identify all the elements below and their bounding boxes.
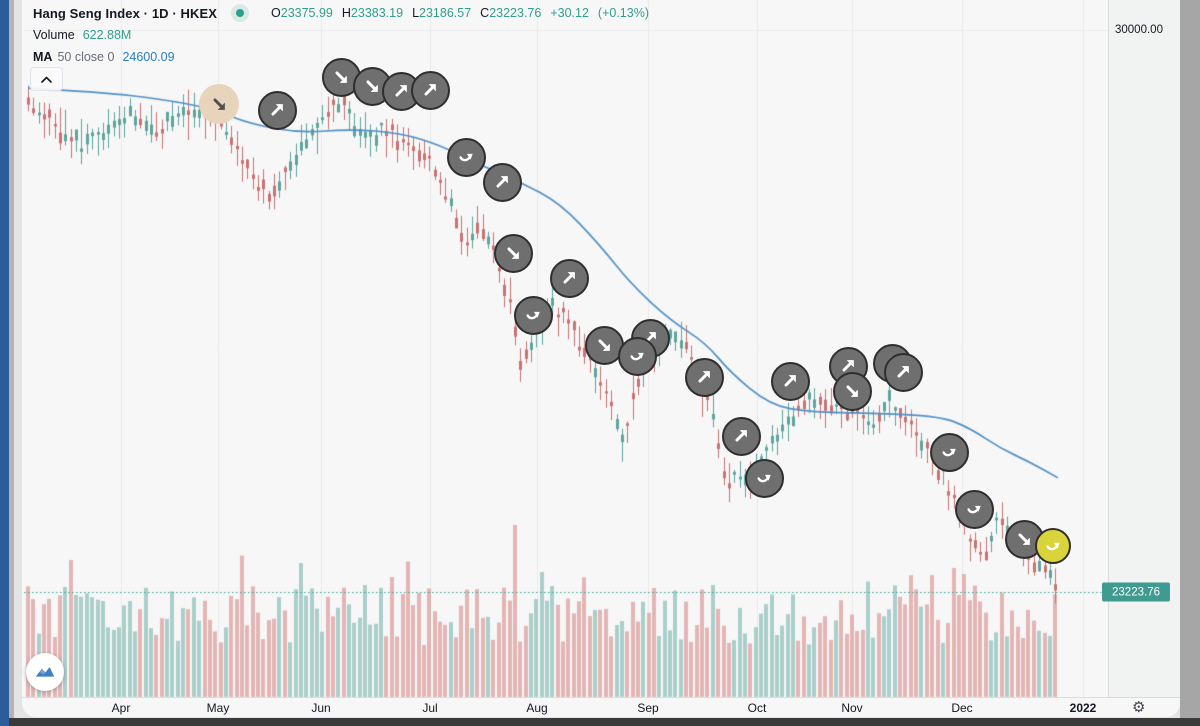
sticker-up-right-arrow-icon[interactable] [482,162,522,202]
ma-value: 24600.09 [122,50,175,64]
low-label: L [412,6,420,20]
time-axis-label-nov: Nov [841,701,863,715]
sticker-down-right-arrow-icon[interactable] [832,371,872,411]
chart-legend: Hang Seng Index · 1D · HKEX O23375.99 H2… [33,2,649,68]
right-gutter [1180,0,1200,718]
sticker-curve-up-arrow-icon[interactable] [744,458,784,498]
ma-params: 50 close 0 [57,50,115,64]
sticker-up-right-arrow-icon[interactable] [410,70,450,110]
tradingview-logo[interactable] [26,653,64,691]
sticker-curve-up-arrow-icon[interactable] [513,295,553,335]
volume-value: 622.88M [82,28,132,42]
low-value: 23186.57 [419,6,472,20]
collapse-legend-button[interactable] [30,67,63,91]
ma-row: MA 50 close 0 24600.09 [33,46,649,68]
high-label: H [341,6,351,20]
chart-logo-icon [35,666,55,677]
sticker-up-right-arrow-icon[interactable] [770,361,810,401]
price-axis-tick-30000: 30000.00 [1115,24,1163,36]
volume-row: Volume 622.88M [33,24,649,46]
change-value: +30.12 [550,6,589,20]
time-axis-label-sep: Sep [637,701,659,715]
sticker-up-right-arrow-icon[interactable] [684,357,724,397]
left-scrollbar[interactable] [9,0,14,718]
current-price-label: 23223.76 [1102,582,1170,602]
ohlc-values: O23375.99 H23383.19 L23186.57 C23223.76 … [271,6,649,20]
time-axis-label-oct: Oct [747,701,767,715]
chevron-up-icon [41,76,52,83]
market-status-icon[interactable] [231,4,250,22]
sticker-curve-up-arrow-icon[interactable] [446,137,486,177]
sticker-down-right-arrow-icon[interactable] [199,84,239,124]
sticker-up-right-arrow-icon[interactable] [721,416,761,456]
time-axis[interactable]: Apr May Jun Jul Aug Sep Oct Nov Dec 2022 [22,697,1180,717]
sticker-curve-up-arrow-icon[interactable] [1035,528,1071,564]
open-label: O [271,6,281,20]
sticker-curve-up-arrow-icon[interactable] [929,432,969,472]
time-axis-label-may: May [206,701,230,715]
symbol-row: Hang Seng Index · 1D · HKEX O23375.99 H2… [33,2,649,24]
sticker-curve-up-arrow-icon[interactable] [617,336,657,376]
sticker-up-right-arrow-icon[interactable] [549,258,589,298]
time-axis-label-2022: 2022 [1069,701,1097,715]
symbol-title[interactable]: Hang Seng Index · 1D · HKEX [33,5,218,21]
sticker-curve-up-arrow-icon[interactable] [954,489,994,529]
time-axis-label-dec: Dec [951,701,973,715]
time-axis-label-apr: Apr [111,701,131,715]
sticker-down-right-arrow-icon[interactable] [493,233,533,273]
sticker-up-right-arrow-icon[interactable] [883,352,923,392]
chart-settings-gear-icon[interactable]: ⚙ [1132,698,1146,716]
time-axis-label-jun: Jun [311,701,331,715]
change-percent: (+0.13%) [597,6,649,20]
close-value: 23223.76 [489,6,542,20]
time-axis-label-jul: Jul [422,701,438,715]
volume-label[interactable]: Volume [33,28,75,42]
price-axis[interactable]: 30000.00 23223.76 [1102,0,1180,697]
left-edge-rail [0,0,9,726]
ma-label[interactable]: MA [33,50,53,64]
open-value: 23375.99 [280,6,333,20]
time-axis-label-aug: Aug [526,701,548,715]
close-label: C [480,6,490,20]
bottom-window-bar [9,718,1200,726]
sticker-up-right-arrow-icon[interactable] [257,90,297,130]
high-value: 23383.19 [350,6,404,20]
